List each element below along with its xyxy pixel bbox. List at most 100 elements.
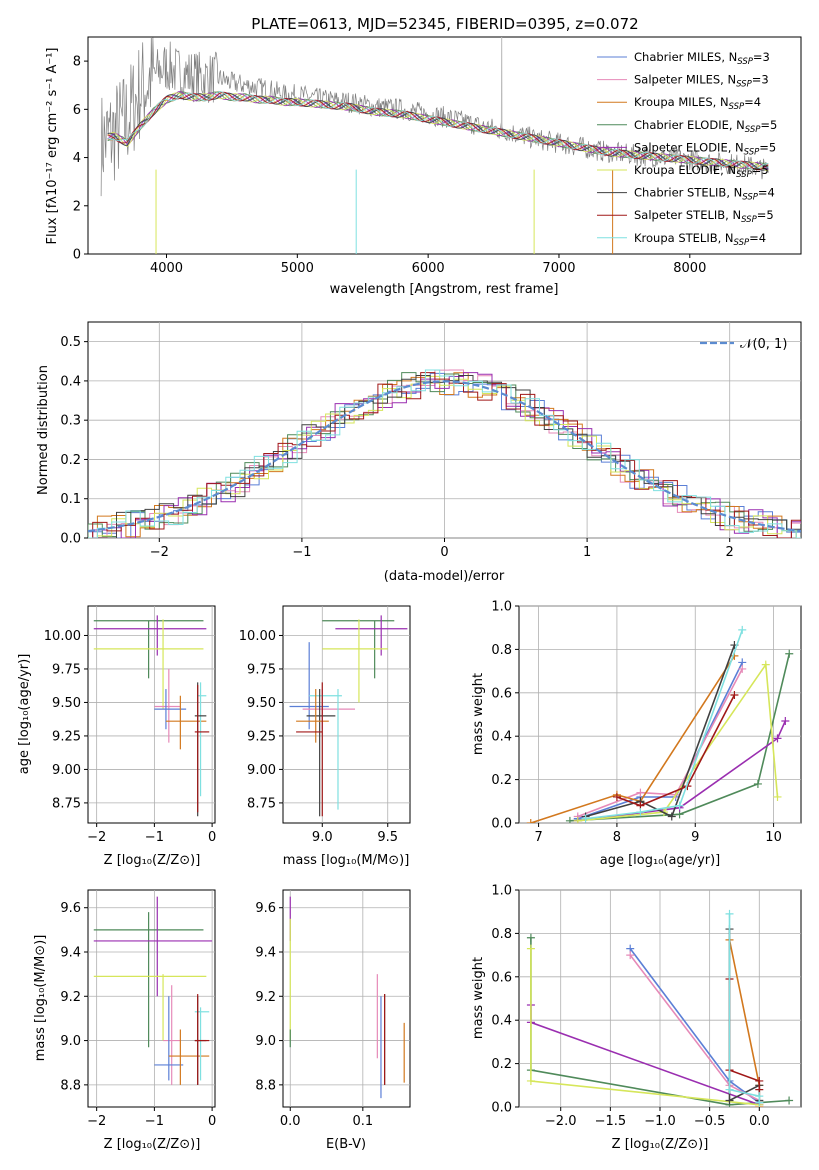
figure-title: PLATE=0613, MJD=52345, FIBERID=0395, z=0… (251, 15, 638, 33)
mass-weight-line (577, 668, 744, 818)
mass-weight-marker (573, 816, 582, 823)
legend-label-suffix: =5 (759, 140, 776, 154)
legend-label-prefix: Kroupa ELODIE, N (634, 163, 736, 177)
y-tick-label: 0.4 (60, 374, 81, 389)
mass-weight-vs-age-plot-area: 7 8 9 10 0.0 0.2 0.4 0.6 0.8 1.0 (491, 600, 801, 845)
spectrum-axes: 4000 5000 6000 7000 8000 0 2 4 6 8 (73, 55, 707, 276)
y-tick-label: 0.0 (491, 1101, 512, 1116)
line-group (526, 625, 794, 823)
legend-label: Chabrier MILES, NSSP=3 (634, 50, 770, 67)
residuals-plot-area (88, 369, 801, 538)
x-tick-label: 0.0 (749, 1114, 770, 1129)
model-spectrum-line (107, 92, 769, 171)
mass-weight-marker (730, 690, 739, 699)
x-tick-label: 0.1 (352, 1114, 373, 1129)
mass-weight-vs-age-xlabel: age [log₁₀(age/yr)] (600, 853, 721, 868)
mass-weight-line (585, 644, 736, 818)
legend-label: Salpeter MILES, NSSP=3 (634, 73, 769, 90)
x-tick-label: 7000 (542, 261, 575, 276)
mass-vs-Z-ylabel: mass [log₁₀(M/M⊙)] (33, 935, 48, 1062)
mass-weight-line (728, 939, 761, 1107)
legend-label-suffix: =3 (753, 50, 770, 64)
mass-weight-vs-Z-xlabel: Z [log₁₀(Z/Z⊙)] (612, 1137, 709, 1152)
legend-label-suffix: =5 (760, 118, 777, 132)
residuals-ylabel: Normed distribution (36, 365, 51, 495)
mass-weight-marker (612, 792, 621, 801)
age-vs-mass-frame (282, 605, 411, 824)
mass-weight-marker (785, 649, 794, 658)
x-tick-label: 0 (440, 545, 448, 560)
mass-weight-marker (761, 660, 770, 669)
x-tick-label: −1 (292, 545, 311, 560)
mass-weight-marker (636, 788, 645, 797)
y-tick-label: 0.2 (491, 1057, 512, 1072)
gaussian-curve (88, 380, 801, 533)
residuals-legend: 𝒩(0, 1) (700, 337, 787, 352)
x-tick-label: 9 (691, 830, 699, 845)
mass-weight-line (728, 979, 761, 1090)
legend-label-suffix: =3 (752, 73, 769, 87)
residuals-axes: −2 −1 0 1 2 0.0 0.1 0.2 0.3 0.4 0.5 (60, 335, 734, 560)
legend-label-sub: SSP (729, 102, 745, 112)
line-group (526, 909, 794, 1107)
y-tick-label: 6 (73, 103, 81, 118)
x-tick-label: 10 (765, 830, 782, 845)
y-tick-label: 0.6 (491, 686, 512, 701)
legend-label-prefix: Salpeter STELIB, N (634, 208, 741, 222)
mass-weight-marker (626, 951, 635, 960)
y-tick-label: 0.2 (60, 453, 81, 468)
age-vs-Z-xlabel: Z [log₁₀(Z/Z⊙)] (104, 853, 201, 868)
legend-label-prefix: Salpeter MILES, N (634, 73, 736, 87)
age-vs-Z-plot-area: −2 −1 0 8.75 9.00 9.25 9.50 9.75 10.00 (44, 606, 216, 845)
mass-weight-vs-age-panel: 7 8 9 10 0.0 0.2 0.4 0.6 0.8 1.0 age [log₁₀(age/y… (471, 600, 802, 868)
y-tick-label: 9.75 (52, 662, 81, 677)
y-tick-label: 9.25 (52, 729, 81, 744)
mass-weight-line (569, 653, 791, 822)
mass-weight-line (577, 662, 744, 820)
legend-label-prefix: Kroupa MILES, N (634, 95, 729, 109)
spectrum-frame (87, 36, 802, 255)
x-tick-label: −1 (145, 1114, 164, 1129)
mass-vs-Z-panel: −2 −1 0 8.8 9.0 9.2 9.4 9.6 Z [log₁₀(Z/Z⊙)] mas… (33, 889, 216, 1152)
y-tick-label: 0.0 (60, 532, 81, 547)
emission-spike (500, 37, 503, 134)
mass-weight-vs-Z-ylabel: mass weight (471, 957, 486, 1039)
legend-label: Chabrier STELIB, NSSP=4 (634, 186, 775, 203)
x-tick-label: −2 (87, 830, 106, 845)
y-tick-label: 9.0 (255, 1034, 276, 1049)
mass-weight-marker (781, 717, 790, 726)
legend-label-suffix: =5 (752, 163, 769, 177)
mass-weight-line (585, 629, 744, 820)
x-tick-label: 0.0 (280, 1114, 301, 1129)
mass-weight-marker (773, 734, 782, 743)
x-tick-label: 9.5 (377, 830, 398, 845)
errorbar-group (93, 615, 210, 817)
y-tick-label: 4 (73, 151, 81, 166)
legend-label-prefix: Salpeter ELODIE, N (634, 140, 744, 154)
x-tick-label: 5000 (281, 261, 314, 276)
legend-label-prefix: Chabrier MILES, N (634, 50, 737, 64)
mass-weight-line (728, 913, 761, 1103)
model-spectrum-line (107, 90, 769, 170)
y-tick-label: 0.0 (491, 817, 512, 832)
mass-weight-marker (636, 808, 645, 817)
legend-label: Chabrier ELODIE, NSSP=5 (634, 118, 777, 135)
y-tick-label: 8.75 (247, 796, 276, 811)
y-tick-label: 9.00 (247, 763, 276, 778)
y-tick-label: 10.00 (239, 629, 276, 644)
legend-label-sub: SSP (745, 125, 761, 135)
y-tick-label: 0.3 (60, 414, 81, 429)
y-tick-label: 0.4 (491, 730, 512, 745)
mass-weight-line (629, 948, 760, 1104)
legend-label: Salpeter STELIB, NSSP=5 (634, 208, 774, 225)
mass-weight-marker (785, 1096, 794, 1105)
legend-label-suffix: =4 (758, 186, 775, 200)
legend-label-suffix: =4 (744, 95, 761, 109)
x-tick-label: 9.0 (312, 830, 333, 845)
mass-weight-marker (738, 664, 747, 673)
x-tick-label: −1.5 (595, 1114, 627, 1129)
x-tick-label: 0 (208, 1114, 216, 1129)
y-tick-label: 0.1 (60, 492, 81, 507)
